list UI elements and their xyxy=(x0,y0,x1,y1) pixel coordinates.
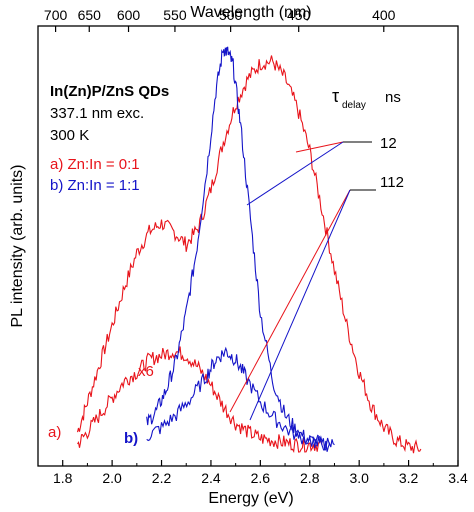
top-x-ticks: 700 650 600 550 500 450 400 xyxy=(44,7,396,32)
x-tick-label-3: 2.4 xyxy=(201,470,221,486)
x-tick-label-6: 3.0 xyxy=(349,470,369,486)
x-tick-label-0: 1.8 xyxy=(53,470,73,486)
delay-label-12: 12 xyxy=(380,135,397,152)
x-tick-label-2: 2.2 xyxy=(152,470,172,486)
leader-lines xyxy=(229,141,376,421)
leader-12-red xyxy=(295,141,344,153)
curve-label-b: b) xyxy=(124,430,138,447)
curve-a-12 xyxy=(76,55,422,454)
legend-b: b) Zn:In = 1:1 xyxy=(50,177,140,194)
curve-label-a: a) xyxy=(48,424,61,441)
leader-112-red xyxy=(229,189,351,413)
curve-b-112 xyxy=(146,346,331,451)
curve-b-12 xyxy=(146,46,335,452)
bottom-x-ticks: 1.8 2.0 2.2 2.4 2.6 2.8 3.0 3.2 3.4 xyxy=(53,460,468,486)
sample-title: In(Zn)P/ZnS QDs xyxy=(50,83,169,100)
x-tick-label-4: 2.6 xyxy=(251,470,271,486)
top-tick-label-2: 600 xyxy=(117,7,141,23)
top-tick-label-5: 450 xyxy=(287,7,311,23)
x-axis-title: Energy (eV) xyxy=(208,490,293,507)
top-axis-title: Wavelength (nm) xyxy=(190,4,311,21)
x-tick-label-8: 3.4 xyxy=(448,470,468,486)
x-tick-label-7: 3.2 xyxy=(399,470,419,486)
multiplier-label: x6 xyxy=(138,363,154,380)
excitation-label: 337.1 nm exc. xyxy=(50,105,144,122)
delay-label-112: 112 xyxy=(380,174,404,191)
temperature-label: 300 K xyxy=(50,127,89,144)
curve-a-112 xyxy=(77,346,323,453)
x-tick-label-5: 2.8 xyxy=(300,470,320,486)
legend-a: a) Zn:In = 0:1 xyxy=(50,156,140,173)
top-tick-label-3: 550 xyxy=(163,7,187,23)
leader-112-blue xyxy=(249,189,351,421)
tau-symbol: τ xyxy=(332,86,339,106)
tau-subscript: delay xyxy=(342,100,366,111)
top-tick-label-4: 500 xyxy=(219,7,243,23)
top-tick-label-1: 650 xyxy=(78,7,102,23)
plot-frame xyxy=(37,25,459,467)
spectrum-curves xyxy=(76,46,422,454)
y-axis-title: PL intensity (arb. units) xyxy=(9,164,26,327)
top-tick-label-0: 700 xyxy=(44,7,68,23)
x-tick-label-1: 2.0 xyxy=(102,470,122,486)
tau-unit: ns xyxy=(385,89,401,106)
top-tick-label-6: 400 xyxy=(372,7,396,23)
leader-12-blue xyxy=(246,141,344,206)
